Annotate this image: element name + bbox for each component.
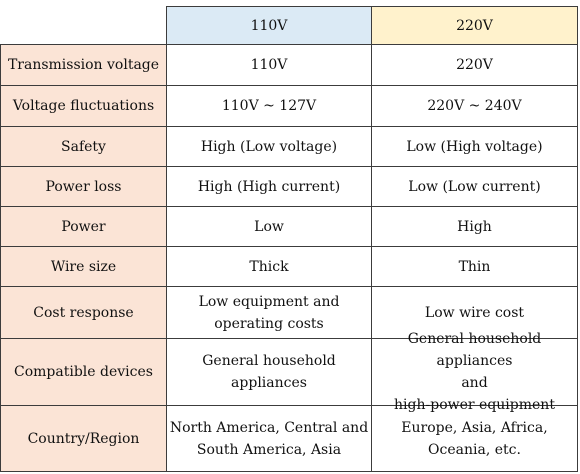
cell-text: Thick bbox=[249, 258, 289, 275]
cell-110v: Low bbox=[167, 207, 372, 247]
row-label: Cost response bbox=[33, 304, 134, 321]
cell-text-line: South America, Asia bbox=[196, 441, 342, 458]
cell-text: Low (Low current) bbox=[408, 178, 541, 195]
cell-110v: Low equipment and operating costs bbox=[167, 287, 372, 339]
cell-110v: North America, Central and South America… bbox=[167, 406, 372, 472]
cell-text-line: high-power equipment bbox=[394, 397, 555, 413]
row-label: Country/Region bbox=[27, 430, 140, 447]
row-header: Cost response bbox=[0, 287, 167, 339]
cell-220v: General household appliances and high-po… bbox=[372, 331, 578, 413]
cell-text: 110V bbox=[250, 57, 288, 73]
cell-220v: Low (High voltage) bbox=[372, 127, 578, 167]
cell-110v: Thick bbox=[167, 247, 372, 287]
cell-text: High (High current) bbox=[197, 178, 341, 195]
row-header: Country/Region bbox=[0, 406, 167, 472]
row-header: Compatible devices bbox=[0, 339, 167, 406]
row-label: Voltage fluctuations bbox=[12, 98, 155, 114]
row-label: Compatible devices bbox=[14, 364, 153, 380]
cell-text-line: Low equipment and bbox=[198, 293, 340, 310]
row-header: Safety bbox=[0, 127, 167, 167]
cell-text: 110V ~ 127V bbox=[221, 98, 317, 114]
cell-text: Low bbox=[254, 218, 284, 235]
cell-text: General household appliances bbox=[202, 353, 336, 391]
row-header: Power bbox=[0, 207, 167, 247]
cell-text-line: North America, Central and bbox=[169, 419, 369, 436]
cell-text: Low (High voltage) bbox=[406, 138, 543, 155]
cell-110v: 110V ~ 127V bbox=[167, 86, 372, 127]
cell-text: Thin bbox=[458, 258, 491, 275]
row-label: Transmission voltage bbox=[7, 57, 160, 73]
cell-text: 220V bbox=[456, 57, 493, 73]
corner-cell bbox=[0, 6, 167, 45]
cell-220v: 220V bbox=[372, 45, 578, 86]
cell-220v: Thin bbox=[372, 247, 578, 287]
cell-text-line: operating costs bbox=[214, 315, 324, 332]
cell-text-line: General household appliances bbox=[407, 331, 542, 369]
column-header-110v: 110V bbox=[167, 6, 372, 45]
cell-220v: 220V ~ 240V bbox=[372, 86, 578, 127]
cell-110v: High (Low voltage) bbox=[167, 127, 372, 167]
row-header: Voltage fluctuations bbox=[0, 86, 167, 127]
cell-220v: Low wire cost bbox=[372, 287, 578, 339]
cell-220v: Europe, Asia, Africa, Oceania, etc. bbox=[372, 406, 578, 472]
row-label: Safety bbox=[61, 138, 106, 155]
cell-220v: High bbox=[372, 207, 578, 247]
cell-text-line: Oceania, etc. bbox=[428, 441, 521, 458]
cell-110v: 110V bbox=[167, 45, 372, 86]
cell-110v: High (High current) bbox=[167, 167, 372, 207]
column-header-220v: 220V bbox=[372, 6, 578, 45]
column-header-110v-label: 110V bbox=[250, 17, 288, 34]
column-header-220v-label: 220V bbox=[456, 17, 493, 34]
row-label: Power bbox=[61, 218, 106, 235]
cell-text-line: Europe, Asia, Africa, bbox=[401, 419, 548, 436]
row-label: Wire size bbox=[50, 258, 117, 275]
cell-110v: General household appliances bbox=[167, 339, 372, 406]
row-header: Power loss bbox=[0, 167, 167, 207]
row-header: Wire size bbox=[0, 247, 167, 287]
cell-220v: Low (Low current) bbox=[372, 167, 578, 207]
cell-text-line: and bbox=[461, 375, 488, 391]
cell-text: Low wire cost bbox=[424, 304, 525, 321]
cell-text: High bbox=[457, 218, 492, 235]
cell-text: High (Low voltage) bbox=[200, 138, 338, 155]
row-header: Transmission voltage bbox=[0, 45, 167, 86]
cell-text: 220V ~ 240V bbox=[427, 98, 522, 114]
row-label: Power loss bbox=[45, 178, 122, 195]
